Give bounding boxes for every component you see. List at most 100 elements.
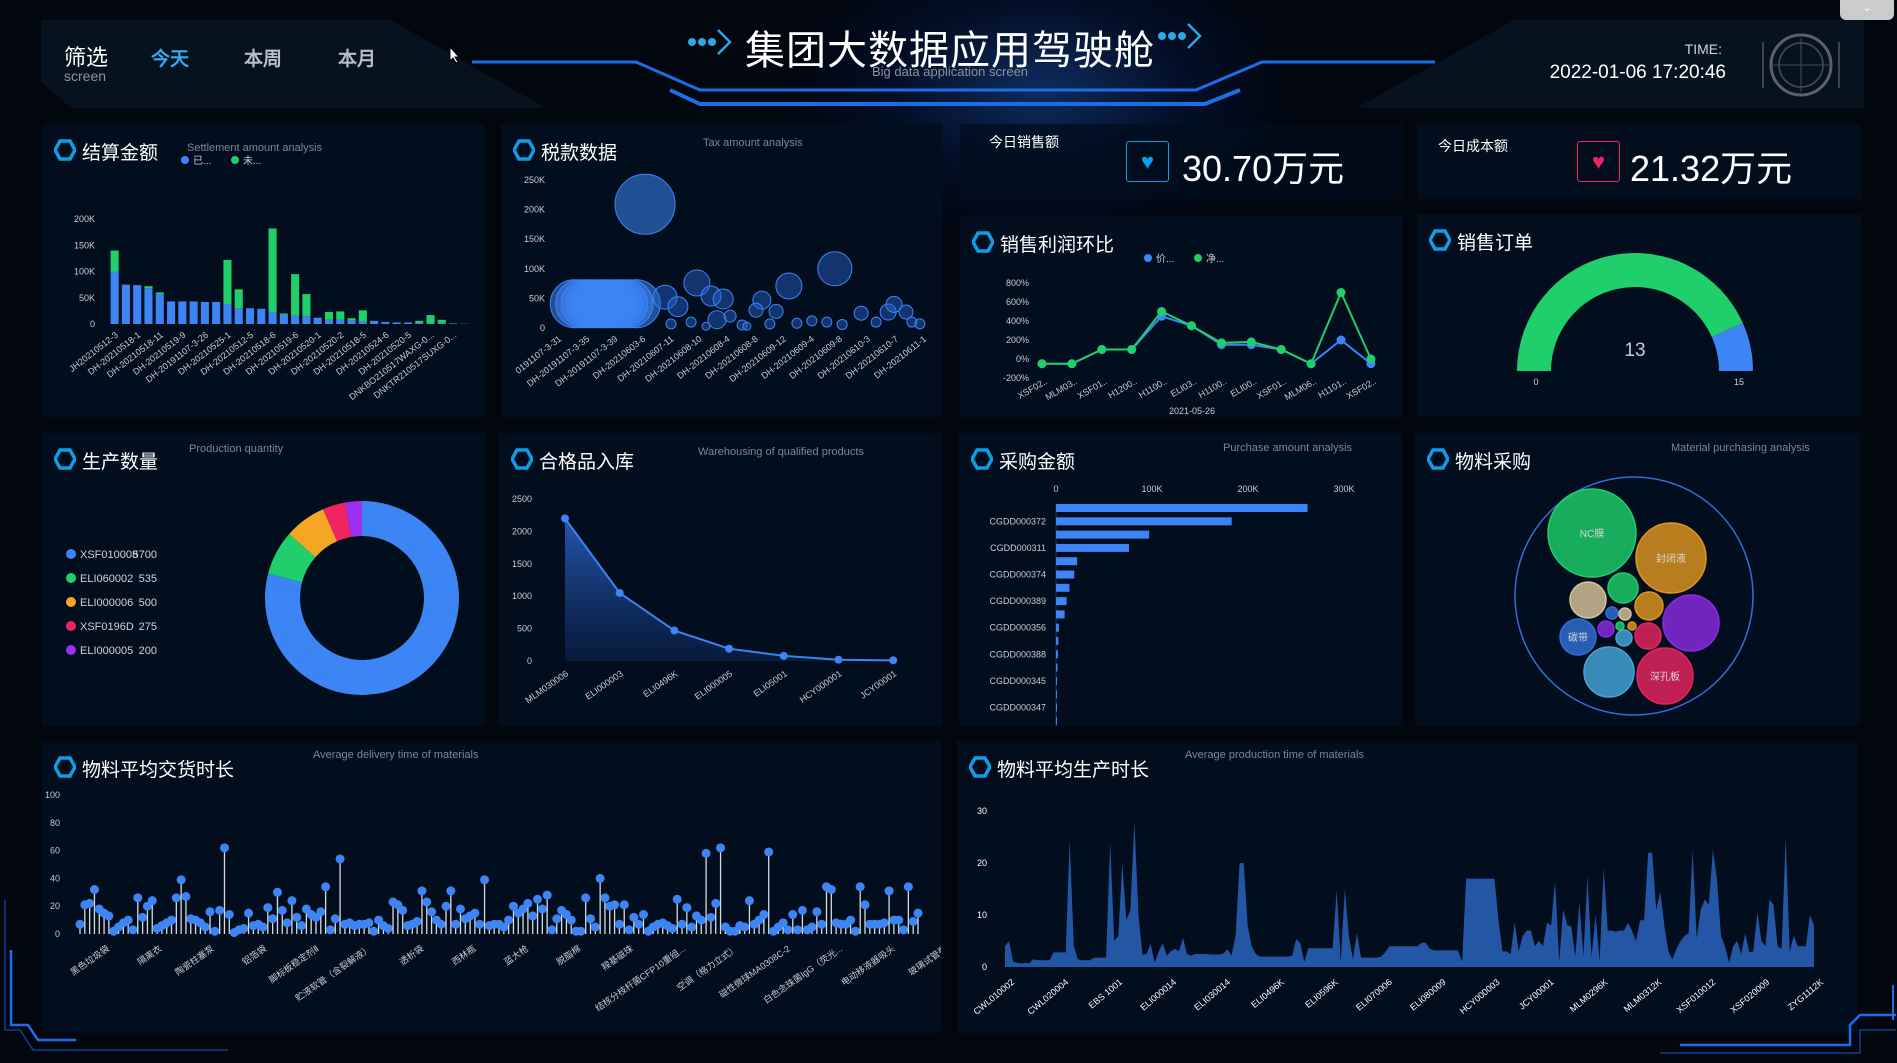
lollipop-dot: [364, 918, 374, 928]
legend-dot: [66, 573, 76, 583]
data-point: [889, 656, 898, 665]
bar: [1056, 623, 1059, 632]
kpi-label: 今日销售额: [989, 134, 1059, 150]
page-subtitle: Big data application screen: [871, 64, 1029, 79]
bubble: [853, 305, 869, 321]
x-tick-label: MLM06..: [1283, 376, 1318, 402]
bar-settled: [133, 285, 142, 324]
bubble: [700, 285, 722, 307]
hexagon-icon: [54, 448, 76, 470]
lollipop-dot: [104, 911, 114, 921]
panel-subtitle: Average delivery time of materials: [313, 749, 479, 761]
tab-this-week[interactable]: 本周: [244, 49, 283, 70]
bubble: [806, 315, 818, 327]
header-decoration: [472, 23, 1435, 106]
y-tick-label: 20: [977, 858, 987, 868]
y-tick-label: 2500: [512, 494, 532, 504]
qualified-chart: 0 500 1000 1500 2000 2500 MLM030006 ELI000003 EL…: [512, 494, 898, 705]
x-tick-label: ELI080009: [1408, 977, 1448, 1013]
y-tick-label: 150K: [74, 240, 95, 250]
x-tick-label: 电动移液器吸头: [839, 943, 897, 988]
lollipop-dot: [504, 915, 514, 925]
lollipop-dot: [383, 923, 393, 933]
series-line: [1042, 289, 1372, 366]
bar-settled: [189, 301, 198, 324]
bubble: [1583, 646, 1635, 698]
panel-title: 物料平均生产时长: [997, 760, 1150, 781]
lollipop-dot: [610, 900, 620, 910]
bubble: [906, 316, 918, 328]
lollipop-dot: [807, 922, 817, 932]
heart-icon: ♥: [1126, 141, 1169, 182]
header-line-lower: [669, 88, 1241, 106]
bar: [1056, 703, 1057, 712]
bubble: [898, 304, 914, 320]
bar-settled: [155, 294, 164, 324]
panel-delivery: 物料平均交货时长 Average delivery time of materi…: [42, 741, 941, 1033]
lollipop-dot: [634, 919, 644, 929]
bar-settled: [324, 319, 334, 324]
lollipop-dot: [239, 923, 249, 933]
outer-circle: [1514, 476, 1754, 716]
donut-slice: [289, 509, 338, 558]
lollipop-dot: [133, 893, 143, 903]
lollipop-dot: [638, 910, 648, 920]
lollipop-dot: [480, 875, 490, 885]
lollipop-dot: [147, 896, 157, 906]
lollipop-dot: [287, 896, 297, 906]
lollipop-dot: [600, 893, 610, 903]
x-tick-label: JCY00001: [1517, 977, 1556, 1012]
x-tick-label: ELI000005: [693, 668, 734, 701]
lollipop-dot: [219, 843, 229, 853]
orders-gauge: 13 0 15: [1517, 252, 1753, 387]
lollipop-dot: [176, 875, 186, 885]
bar-unsettled: [144, 286, 153, 289]
mouse-cursor-icon: [449, 46, 461, 64]
legend-dot: [66, 645, 76, 655]
legend-label: 已...: [193, 156, 211, 167]
legend-dot: [231, 156, 239, 164]
bar-settled: [426, 323, 435, 324]
x-tick-label: ELI070006: [1354, 977, 1394, 1013]
area-fill: [1005, 821, 1814, 967]
bar: [1056, 716, 1057, 725]
lollipop-dot: [614, 919, 624, 929]
lollipop-dot: [667, 923, 677, 933]
x-tick-label: ELI0496K: [1249, 977, 1286, 1010]
bar: [1056, 637, 1059, 645]
tab-this-month[interactable]: 本月: [338, 49, 377, 70]
bubble: [821, 316, 833, 328]
lollipop-dot: [552, 914, 562, 924]
dropdown-toggle-button[interactable]: ⌄: [1840, 0, 1894, 20]
bar-settled: [403, 322, 412, 324]
lollipop-dot: [398, 905, 408, 915]
lollipop-dot: [826, 885, 836, 895]
x-tick-label: 脱脂棉: [554, 943, 582, 968]
y-tick-label: 150K: [524, 234, 545, 244]
bubble: [748, 302, 764, 318]
y-tick-label: 400%: [1006, 316, 1029, 326]
y-tick-label: 10: [977, 910, 987, 920]
hexagon-icon: [511, 448, 533, 470]
lollipop-dot: [263, 903, 273, 913]
date-label: 2021-05-26: [1169, 406, 1215, 416]
hexagon-icon: [54, 756, 76, 778]
chevron-down-icon: ⌄: [1862, 2, 1872, 14]
gauge-remaining-arc: [1711, 323, 1753, 371]
y-tick-label: 0: [982, 962, 987, 972]
lollipop-dot: [499, 922, 509, 932]
x-tick-label: 结核分枝杆菌CFP10重组...: [593, 943, 687, 1014]
radar-emblem-icon: [1762, 33, 1840, 97]
data-point: [615, 588, 624, 597]
tab-today[interactable]: 今天: [151, 49, 190, 70]
bar-unsettled: [347, 318, 356, 321]
legend-label: 净...: [1206, 252, 1224, 265]
lollipop-dot: [913, 908, 923, 918]
bar-unsettled: [110, 250, 119, 272]
bar-settled: [144, 288, 153, 324]
lollipop-dot: [812, 907, 822, 917]
bar: [1056, 650, 1058, 659]
x-tick-label: ELI000014: [1138, 977, 1178, 1013]
